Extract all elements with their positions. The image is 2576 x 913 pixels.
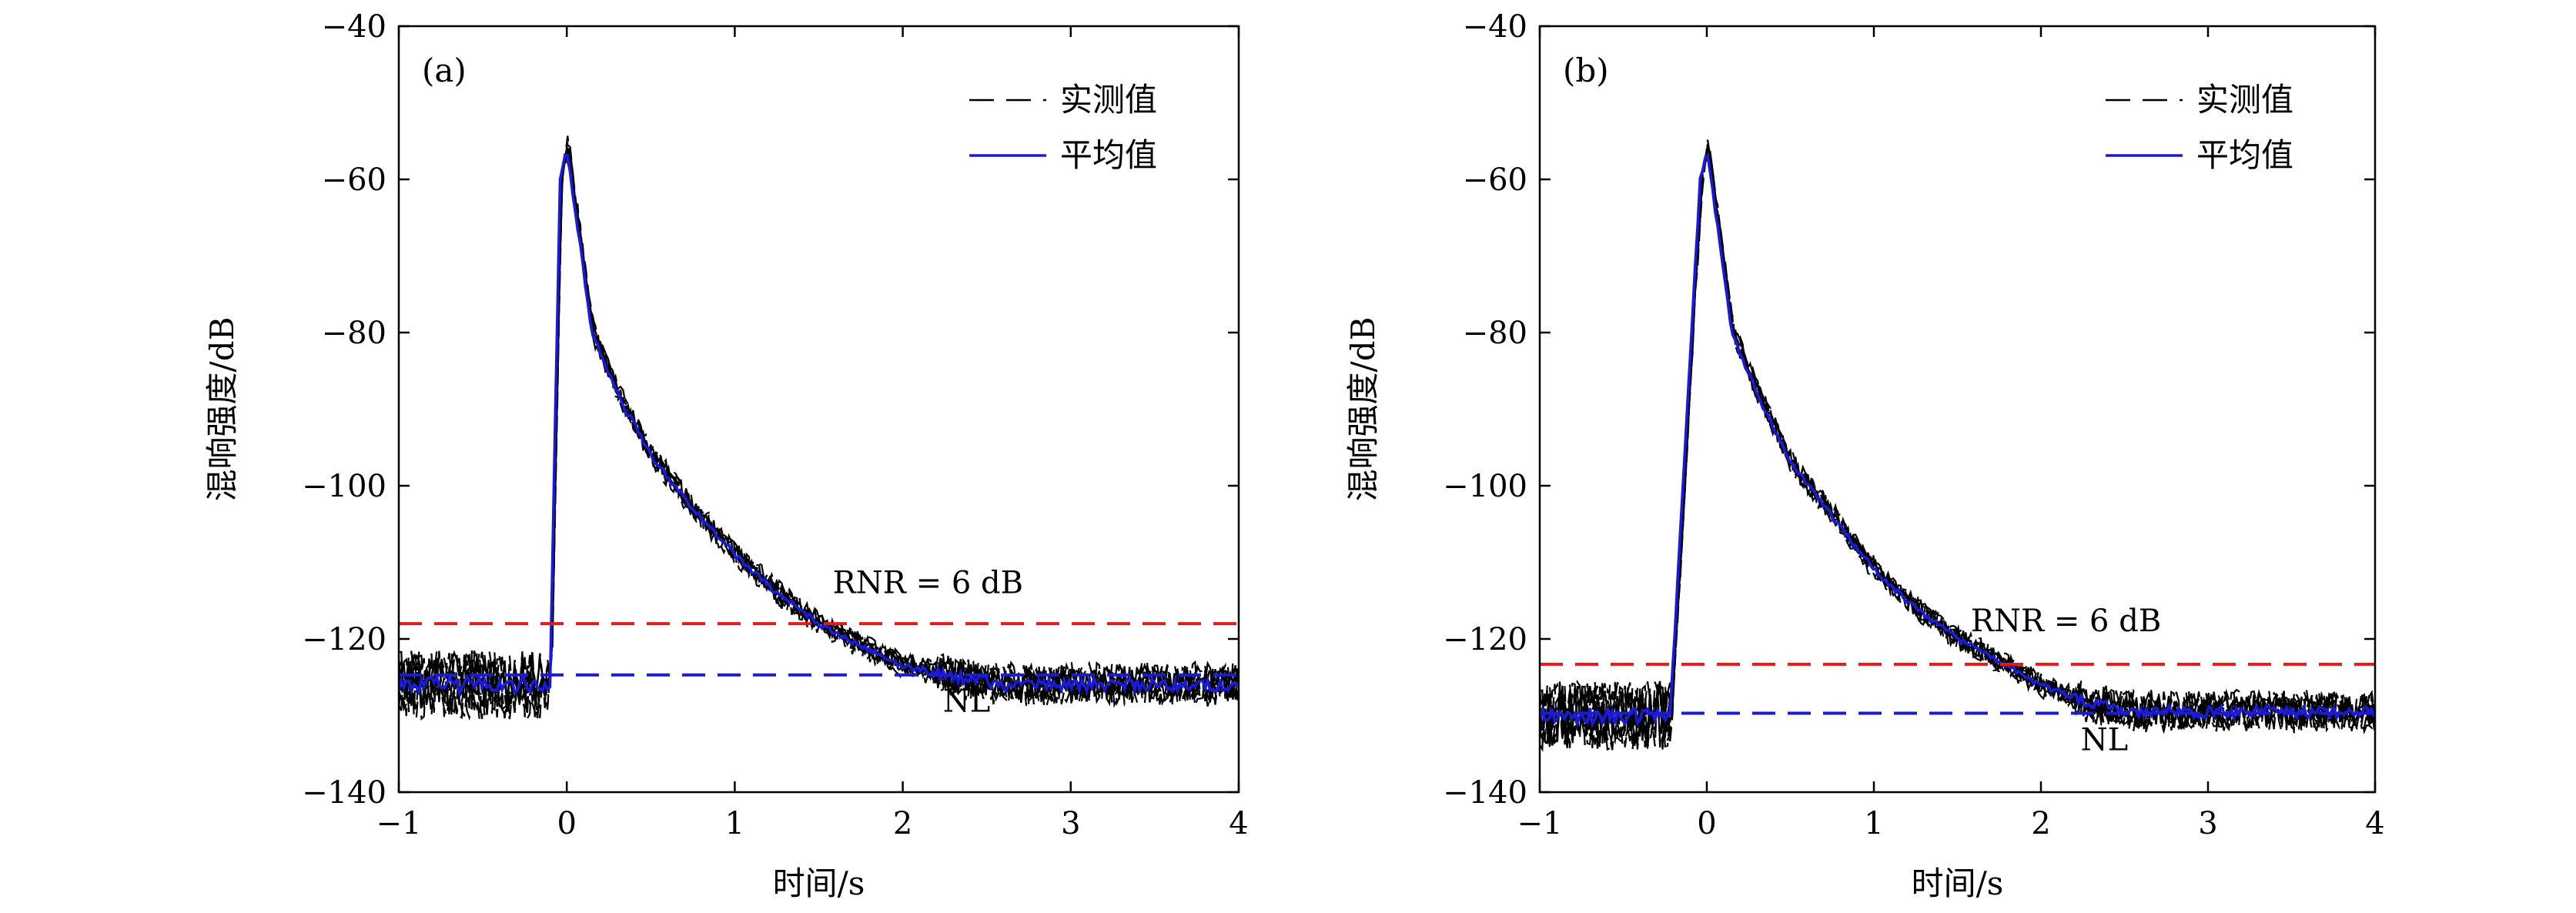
measured-curve-4	[1540, 156, 2375, 749]
x-axis-label: 时间/s	[773, 865, 865, 902]
axes-frame	[1538, 25, 2377, 794]
measured-curve-8	[1540, 152, 2375, 748]
measured-curve-3	[1540, 148, 2375, 748]
panel-label: (b)	[1563, 52, 1609, 89]
legend-measured-label: 实测值	[1060, 81, 1157, 119]
measured-curve-4	[399, 153, 1239, 720]
average-curve	[1540, 152, 2375, 728]
legend-average-label: 平均值	[2196, 136, 2293, 174]
y-tick-label: −60	[322, 162, 386, 198]
y-tick-label: −120	[1443, 622, 1527, 657]
x-tick-label: 1	[725, 806, 744, 841]
measured-curve-5	[1540, 159, 2375, 750]
y-tick-label: −140	[302, 775, 386, 811]
chart-panel-b: −1 0 1 2 3 4 −40 −60 −80 −100 −120 −140 时间/s 混响强度/dB (…	[1344, 9, 2385, 902]
measured-curve-5	[399, 159, 1239, 722]
y-tick-label: −80	[322, 316, 386, 351]
y-tick-label: −100	[1443, 469, 1527, 504]
plot-area	[399, 135, 1239, 722]
measured-curve-7	[399, 143, 1239, 720]
legend-measured-label: 实测值	[2196, 81, 2293, 119]
measured-curve-6	[1540, 139, 2375, 752]
y-tick-label: −140	[1443, 775, 1527, 811]
rnr-annotation: RNR = 6 dB	[833, 565, 1023, 600]
x-tick-label: 0	[557, 806, 576, 841]
measured-curve-1	[1540, 150, 2375, 750]
y-axis-label: 混响强度/dB	[1344, 317, 1382, 502]
plot-area	[1540, 139, 2375, 752]
x-tick-label: 3	[1061, 806, 1080, 841]
measured-curve-2	[399, 142, 1239, 718]
x-tick-label: 4	[2365, 806, 2384, 841]
nl-annotation: NL	[943, 684, 991, 720]
legend-average-label: 平均值	[1060, 136, 1157, 174]
rnr-annotation: RNR = 6 dB	[1971, 604, 2161, 639]
axes-frame	[397, 25, 1240, 794]
measured-curve-8	[399, 148, 1239, 717]
measured-curve-6	[399, 145, 1239, 721]
x-tick-label: 4	[1229, 806, 1248, 841]
x-tick-label: 0	[1697, 806, 1716, 841]
y-axis-label: 混响强度/dB	[203, 317, 241, 502]
x-axis-label: 时间/s	[1912, 865, 2004, 902]
panel-label: (a)	[422, 52, 467, 89]
measured-curve-3	[399, 149, 1239, 721]
x-tick-label: −1	[376, 806, 422, 841]
y-tick-label: −40	[1463, 9, 1527, 45]
y-tick-label: −120	[302, 622, 386, 657]
measured-curve-2	[1540, 143, 2375, 751]
nl-annotation: NL	[2081, 722, 2129, 757]
y-tick-label: −40	[322, 9, 386, 45]
y-tick-label: −100	[302, 469, 386, 504]
y-tick-label: −80	[1463, 316, 1527, 351]
x-tick-label: 3	[2198, 806, 2217, 841]
y-tick-label: −60	[1463, 162, 1527, 198]
chart-panel-a: −1 0 1 2 3 4 −40 −60 −80 −100 −120 −140 时间/s 混响强度/dB (…	[203, 9, 1249, 902]
x-tick-label: 2	[893, 806, 912, 841]
average-curve	[399, 152, 1239, 698]
x-tick-label: 1	[1864, 806, 1883, 841]
x-tick-label: −1	[1517, 806, 1563, 841]
x-tick-label: 2	[2031, 806, 2050, 841]
measured-curve-7	[1540, 145, 2375, 749]
